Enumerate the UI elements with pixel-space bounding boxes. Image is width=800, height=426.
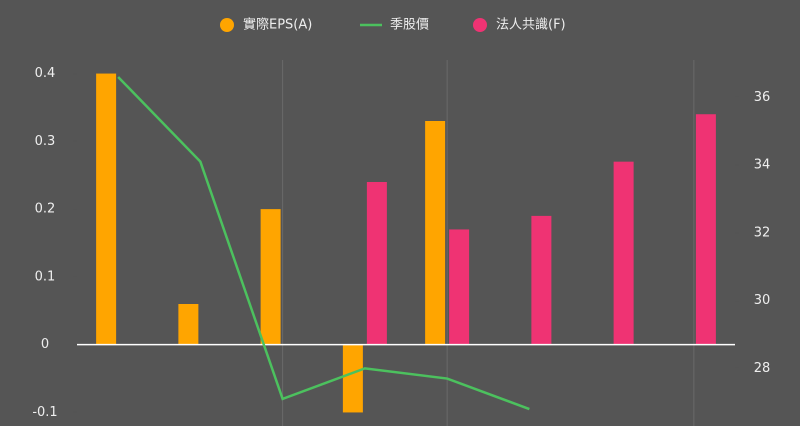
y2-tick-label: 32 <box>754 225 771 240</box>
bar <box>260 209 281 345</box>
bar <box>531 215 552 345</box>
y2-tick-label: 34 <box>754 158 771 173</box>
legend-label: 季股價 <box>390 18 429 33</box>
legend-label: 法人共識(F) <box>496 18 566 33</box>
bar <box>449 229 470 345</box>
bar <box>342 344 363 413</box>
bar <box>613 161 634 345</box>
price-line <box>117 76 530 411</box>
y-tick-label: 0.3 <box>35 134 56 149</box>
bar <box>425 121 446 345</box>
legend-label: 實際EPS(A) <box>243 17 312 33</box>
y2-tick-label: 30 <box>754 293 771 308</box>
y-tick-label: -0.1 <box>32 405 57 420</box>
y-tick-label: 0 <box>41 337 49 352</box>
legend-swatch <box>473 18 487 32</box>
y-tick-label: 0.1 <box>35 269 56 284</box>
bar <box>178 304 199 345</box>
bar <box>695 114 716 345</box>
y-tick-label: 0.4 <box>35 66 56 81</box>
bar <box>96 73 117 345</box>
y2-tick-label: 36 <box>754 90 771 105</box>
bar <box>366 182 387 345</box>
legend-swatch <box>220 18 234 32</box>
y-tick-label: 0.2 <box>35 202 56 217</box>
y2-tick-label: 28 <box>754 361 771 376</box>
